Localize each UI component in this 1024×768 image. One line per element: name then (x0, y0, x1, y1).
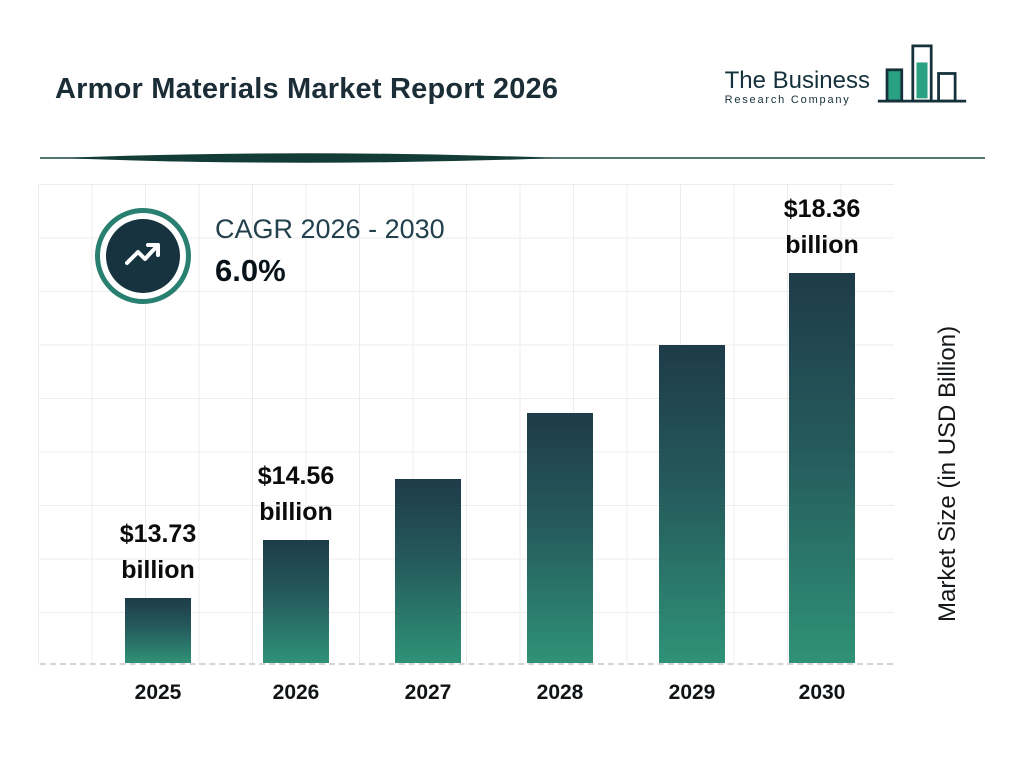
bar-2027 (395, 479, 461, 663)
x-axis-label-2030: 2030 (798, 681, 846, 704)
bar-value-label-2030: $18.36 billion (783, 195, 861, 259)
company-logo: The Business Research Company (725, 42, 968, 116)
logo-bars-icon (877, 44, 967, 103)
logo-text: The Business Research Company (725, 68, 870, 116)
bar-2025 (125, 598, 191, 663)
bar-value-label-2025: $13.73 billion (119, 520, 197, 584)
cagr-texts: CAGR 2026 - 2030 6.0% (215, 208, 445, 289)
x-axis-label-2028: 2028 (536, 681, 584, 704)
cagr-value: 6.0% (215, 253, 286, 288)
cagr-circle (95, 208, 191, 304)
logo-line2: Research Company (724, 94, 851, 106)
bar-2026 (263, 540, 329, 663)
logo-line1: The Business (724, 67, 870, 94)
bar-2029 (659, 345, 725, 663)
bar-2028 (527, 413, 593, 663)
divider-line (40, 153, 985, 163)
y-axis-label: Market Size (in USD Billion) (934, 325, 961, 623)
chart-baseline (40, 663, 893, 665)
cagr-badge: CAGR 2026 - 2030 6.0% (95, 208, 445, 304)
x-axis-label-2026: 2026 (272, 681, 320, 704)
x-axis-label-2025: 2025 (134, 681, 182, 704)
trending-up-icon (106, 219, 180, 293)
cagr-label: CAGR 2026 - 2030 (215, 214, 445, 244)
bar-2030 (789, 273, 855, 663)
x-axis-label-2027: 2027 (404, 681, 452, 704)
bar-value-label-2026: $14.56 billion (257, 462, 335, 526)
page-title: Armor Materials Market Report 2026 (55, 73, 559, 106)
x-axis-label-2029: 2029 (668, 681, 716, 704)
